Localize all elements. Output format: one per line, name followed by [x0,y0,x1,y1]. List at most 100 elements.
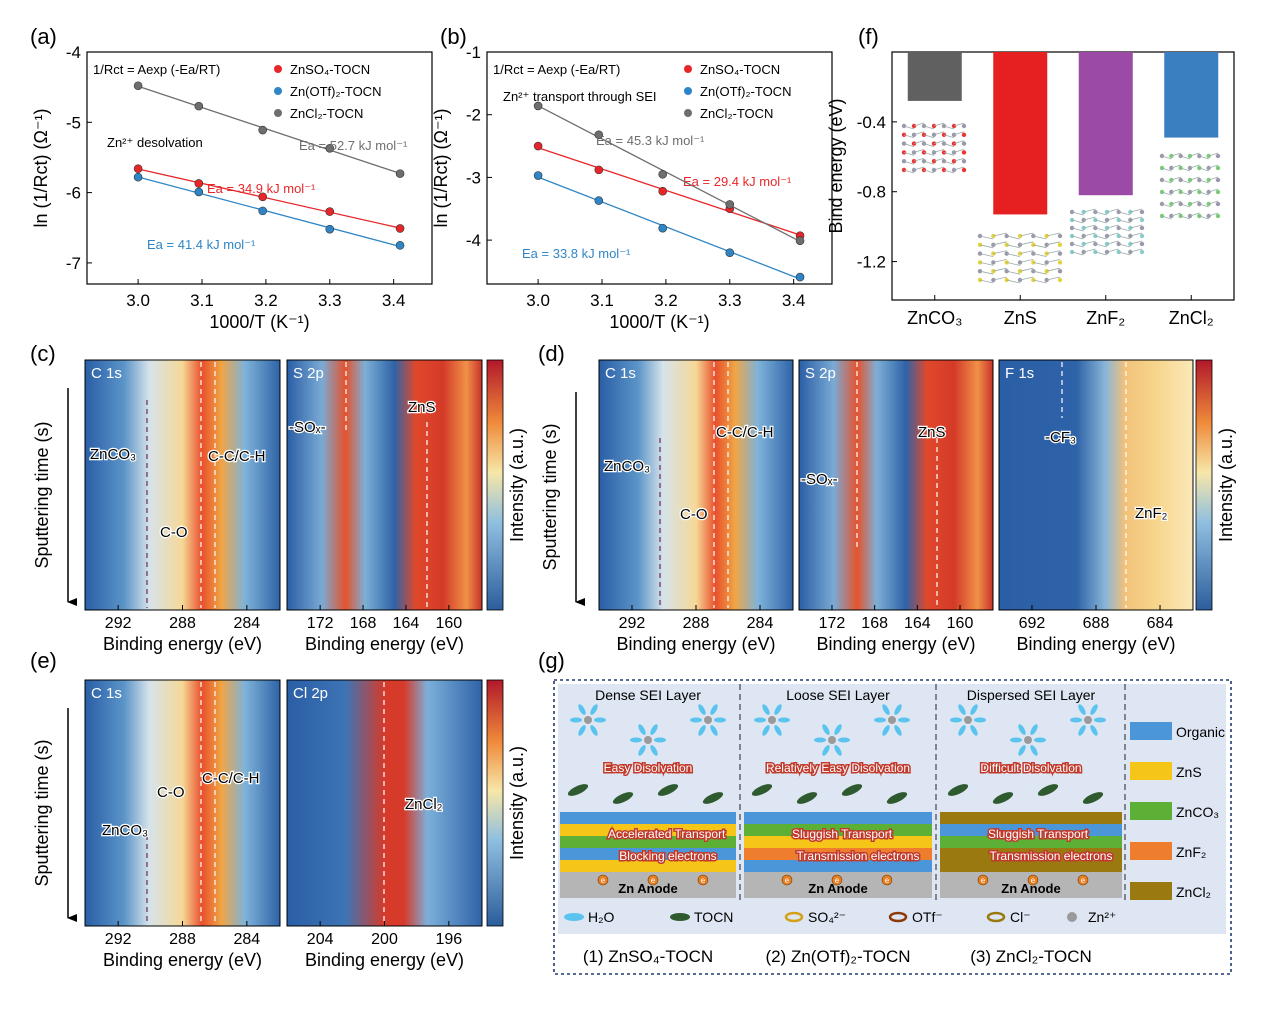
data-point [194,101,204,111]
transport-label: Sluggish Transport [988,827,1089,841]
bond [1083,232,1096,237]
bond [979,279,994,284]
bond [1083,240,1096,245]
bond [1130,232,1143,237]
panel-letter-a: (a) [30,24,57,49]
electron [881,874,893,886]
h2o-molecule [710,704,718,715]
bond [1189,164,1200,169]
tocn-molecule [657,784,679,796]
legend-entry: ZnSO₄-TOCN [700,62,780,77]
bond [913,166,925,171]
sei-layer [940,848,1122,860]
atom [1215,213,1221,219]
sei-layer [560,860,736,872]
h2o-molecule [762,725,770,736]
desolvation-label: Difficult Disolvation [980,761,1081,775]
bond [913,140,925,144]
x-tick-label: 3.0 [126,291,150,310]
heatmap-c: Sputtering time (s) C 1s 292 288 284 Binding … [32,359,527,654]
heatmap-d: Sputtering time (s) C 1s 292 288 284 Binding … [540,359,1236,654]
heat-title: C 1s [91,685,122,702]
bond [933,166,945,171]
annotation-label: Zn²⁺ desolvation [107,135,203,150]
bond [1083,224,1096,229]
bond [943,169,955,174]
bond [943,134,955,139]
heatmap-e: Sputtering time (s) C 1s 292 288 284 Binding … [32,679,527,970]
x-tick-label: 204 [307,931,334,948]
atom [961,159,967,164]
atom [1057,260,1063,265]
bond [1180,155,1191,160]
fit-line [137,176,401,248]
h2o-molecule [1078,725,1086,736]
electron [697,874,709,886]
heat-c-s2p: S 2p 172 168 164 160 Binding energy (eV) -SOₓ-… [286,359,483,654]
h2o-molecule [578,725,586,736]
peak-label: -CF₃ [1045,429,1076,446]
bond [1019,259,1034,263]
bond [1161,215,1172,220]
ea-label: Ea = 33.8 kJ mol⁻¹ [522,246,631,261]
x-axis-label: Binding energy (eV) [616,634,775,654]
legend-marker [274,87,282,95]
bond [943,160,955,165]
colorbar-e: Intensity (a.u.) [486,679,527,927]
x-tick-label: 692 [1019,615,1046,632]
bond [1130,248,1143,253]
sei-layer [940,860,1122,872]
bond [1161,203,1172,208]
bond [1118,211,1131,216]
tocn-molecule [947,784,969,796]
sei-layer [560,812,736,824]
bond [903,152,915,156]
bond [1095,211,1108,216]
bond [1106,232,1119,237]
bond [1071,211,1084,216]
bond [1033,235,1047,240]
plot-frame [891,51,1235,301]
atom [1139,241,1145,247]
bond [1071,219,1084,224]
legend-entry: Zn(OTf)₂-TOCN [290,84,381,99]
heat-fill [999,360,1193,610]
legend-marker [684,65,692,73]
y-tick-label: -1.2 [857,253,886,272]
h2o-molecule [650,745,658,756]
atom [1139,233,1145,239]
electron-symbol: e [1081,876,1086,885]
electron-label: Blocking electrons [619,849,716,863]
data-point [133,81,143,91]
zncos3-structure [901,122,967,174]
bond [993,241,1007,246]
bar [1164,52,1219,138]
bond [913,149,925,153]
peak-label: ZnS [408,399,436,416]
x-tick-label: 288 [169,931,196,948]
h2o-molecule [1070,717,1082,723]
h2o-molecule [778,717,790,723]
electron-symbol: e [785,876,790,885]
peak-label: C-O [680,506,708,523]
bond [1118,235,1131,240]
peak-label: C-O [157,784,185,801]
y-tick-label: -5 [66,113,81,132]
ea-label: Ea = 29.4 kJ mol⁻¹ [683,174,792,189]
sei-layer [560,836,736,848]
colorbar-d: Intensity (a.u.) [1195,359,1236,611]
tocn-molecule [886,792,908,804]
x-tick-label: 292 [105,931,132,948]
electron-symbol: e [701,876,706,885]
bond [1171,200,1181,205]
legend-bottom-marker [784,911,804,923]
ea-label: Ea = 45.3 kJ mol⁻¹ [596,133,705,148]
colorbar-label: Intensity (a.u.) [507,428,527,542]
bond [1071,243,1084,248]
h2o-molecule [894,704,902,715]
h2o-molecule [1018,745,1026,756]
legend-marker [684,109,692,117]
bond [903,125,915,130]
bond [1130,240,1143,245]
heat-fill [287,360,482,610]
